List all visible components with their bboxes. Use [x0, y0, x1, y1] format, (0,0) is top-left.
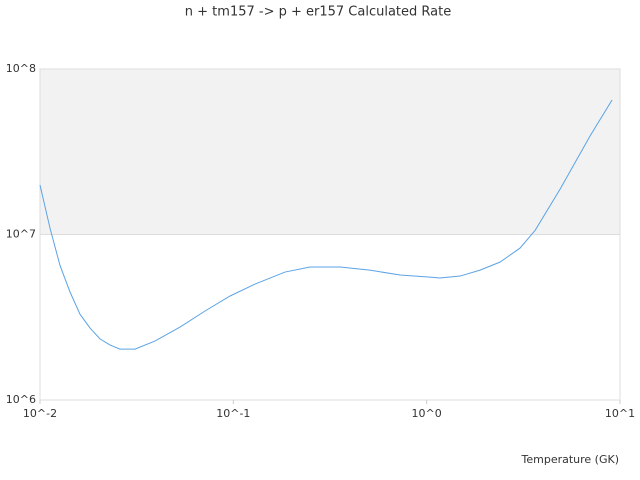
- y-tick-label: 10^7: [6, 228, 36, 241]
- x-tick-label: 10^-2: [23, 407, 57, 420]
- x-tick-label: 10^-1: [216, 407, 250, 420]
- x-tick-label: 10^1: [605, 407, 635, 420]
- x-axis-label: Temperature (GK): [521, 453, 620, 466]
- y-tick-label: 10^8: [6, 62, 36, 75]
- plot-band: [40, 69, 620, 235]
- y-tick-label: 10^6: [6, 393, 36, 406]
- chart-title: n + tm157 -> p + er157 Calculated Rate: [185, 5, 451, 20]
- data-line: [39, 99, 613, 350]
- x-tick-label: 10^0: [412, 407, 442, 420]
